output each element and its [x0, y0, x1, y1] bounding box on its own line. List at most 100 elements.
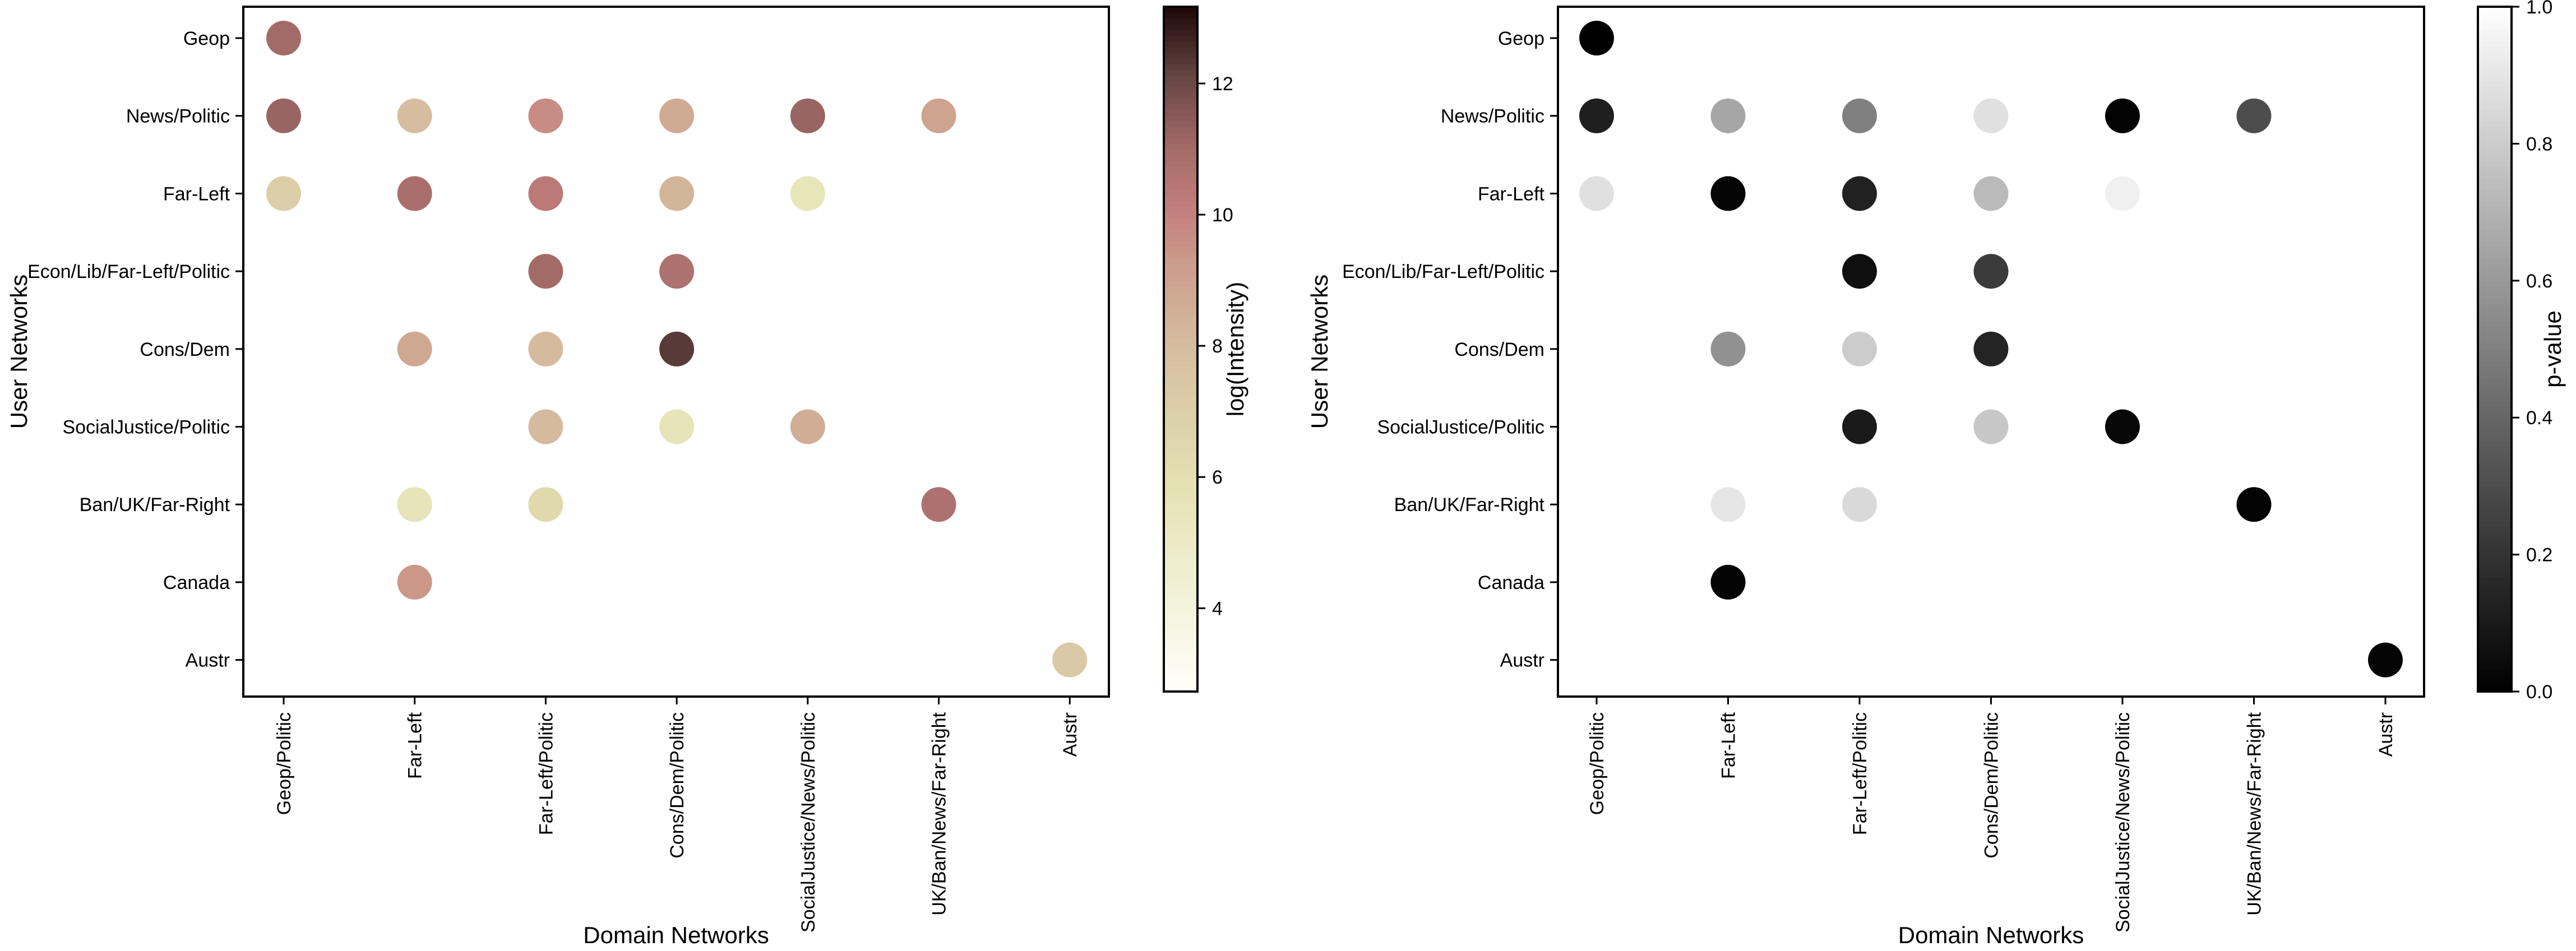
colorbar-segment: [2478, 321, 2512, 327]
colorbar-segment: [2478, 314, 2512, 321]
colorbar-tick-label: 6: [1212, 467, 1223, 488]
colorbar-segment: [1164, 400, 1197, 407]
data-point: [528, 331, 563, 367]
colorbar-segment: [2478, 606, 2512, 613]
colorbar-segment: [2478, 212, 2512, 219]
x-tick-label: Geop/Politic: [274, 712, 295, 815]
data-point: [1842, 331, 1877, 367]
colorbar-segment: [2478, 531, 2512, 538]
colorbar-segment: [2478, 263, 2512, 270]
colorbar-label: log(Intensity): [1222, 282, 1248, 416]
colorbar-segment: [1164, 332, 1197, 338]
colorbar-segment: [2478, 406, 2512, 412]
colorbar-segment: [2478, 86, 2512, 93]
colorbar-segment: [1164, 35, 1197, 41]
colorbar-segment: [1164, 611, 1197, 618]
data-point: [790, 409, 825, 444]
data-point: [1842, 254, 1877, 289]
colorbar-segment: [1164, 314, 1197, 321]
colorbar-segment: [2478, 195, 2512, 202]
colorbar-segment: [2478, 434, 2512, 441]
colorbar-segment: [2478, 680, 2512, 686]
data-point: [1710, 564, 1746, 600]
colorbar-segment: [1164, 183, 1197, 190]
colorbar-segment: [1164, 480, 1197, 487]
colorbar-segment: [2478, 594, 2512, 601]
colorbar-segment: [2478, 355, 2512, 361]
x-tick-label: Austr: [2375, 712, 2397, 757]
colorbar-segment: [2478, 160, 2512, 167]
colorbar-segment: [2478, 292, 2512, 299]
data-point: [266, 176, 301, 211]
colorbar-segment: [1164, 337, 1197, 344]
y-tick-label: SocialJustice/Politic: [1377, 417, 1544, 438]
colorbar-segment: [2478, 138, 2512, 145]
colorbar-segment: [1164, 600, 1197, 607]
data-point: [1842, 98, 1877, 133]
colorbar-segment: [1164, 212, 1197, 219]
colorbar-segment: [1164, 452, 1197, 458]
colorbar-segment: [2478, 452, 2512, 458]
data-point: [790, 176, 825, 211]
y-tick-label: Canada: [163, 572, 230, 593]
colorbar-segment: [2478, 7, 2512, 13]
colorbar-segment: [1164, 86, 1197, 93]
data-point: [659, 331, 695, 367]
colorbar-segment: [1164, 457, 1197, 464]
colorbar-segment: [2478, 343, 2512, 350]
colorbar-segment: [1164, 24, 1197, 30]
y-tick-label: Ban/UK/Far-Right: [1394, 494, 1545, 516]
colorbar-segment: [2478, 189, 2512, 196]
colorbar-segment: [1164, 201, 1197, 207]
colorbar-segment: [1164, 240, 1197, 247]
y-tick-label: Austr: [186, 650, 230, 671]
colorbar-segment: [2478, 183, 2512, 190]
colorbar-segment: [2478, 286, 2512, 293]
colorbar-segment: [2478, 520, 2512, 527]
colorbar-segment: [2478, 326, 2512, 333]
colorbar-segment: [1164, 63, 1197, 70]
colorbar-segment: [1164, 120, 1197, 127]
colorbar-segment: [1164, 217, 1197, 224]
data-point: [2236, 98, 2272, 133]
colorbar-segment: [2478, 537, 2512, 544]
y-axis-label: User Networks: [1306, 275, 1333, 429]
data-point: [1579, 98, 1614, 133]
colorbar-segment: [1164, 366, 1197, 373]
colorbar-segment: [1164, 406, 1197, 412]
colorbar-segment: [1164, 680, 1197, 686]
x-tick-label: Far-Left/Politic: [1849, 712, 1871, 835]
colorbar-segment: [1164, 12, 1197, 19]
data-point: [528, 487, 563, 522]
colorbar-segment: [1164, 663, 1197, 670]
colorbar-segment: [1164, 509, 1197, 516]
y-tick-label: Ban/UK/Far-Right: [80, 494, 230, 516]
colorbar-segment: [1164, 166, 1197, 173]
colorbar-segment: [1164, 383, 1197, 390]
colorbar-segment: [2478, 81, 2512, 87]
data-point: [790, 98, 825, 133]
colorbar-segment: [2478, 252, 2512, 258]
colorbar-segment: [2478, 549, 2512, 555]
data-point: [921, 487, 956, 522]
x-tick-label: Cons/Dem/Politic: [1981, 712, 2002, 859]
colorbar-segment: [1164, 189, 1197, 196]
colorbar-segment: [2478, 155, 2512, 161]
data-point: [397, 331, 432, 367]
colorbar-segment: [2478, 554, 2512, 561]
colorbar-segment: [1164, 417, 1197, 424]
y-tick-label: Geop: [183, 28, 230, 49]
colorbar-tick-label: 0.2: [2526, 545, 2552, 566]
data-point: [1973, 331, 2009, 367]
data-point: [528, 409, 563, 444]
x-tick-label: Far-Left/Politic: [535, 712, 557, 835]
data-point: [1842, 176, 1877, 211]
data-point: [266, 21, 301, 55]
colorbar-segment: [2478, 588, 2512, 595]
colorbar-segment: [1164, 463, 1197, 470]
colorbar-segment: [2478, 468, 2512, 475]
colorbar-segment: [1164, 149, 1197, 156]
colorbar-tick-label: 10: [1212, 205, 1233, 226]
colorbar-segment: [2478, 400, 2512, 407]
colorbar-segment: [2478, 12, 2512, 19]
